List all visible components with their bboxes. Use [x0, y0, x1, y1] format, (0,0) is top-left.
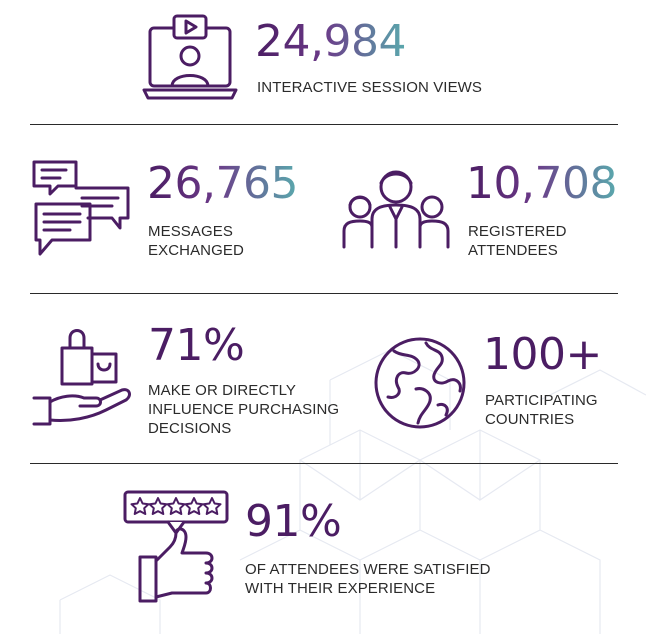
people-group-icon — [340, 165, 452, 249]
five-star-thumbs-up-icon — [122, 489, 230, 605]
messages-label-line2: EXCHANGED — [148, 242, 244, 259]
purchasing-label-line2: INFLUENCE PURCHASING — [148, 401, 340, 418]
attendees-label-line1: REGISTERED — [468, 223, 567, 240]
chat-bubbles-icon — [30, 158, 132, 260]
satisfaction-label-line2: WITH THEIR EXPERIENCE — [245, 580, 436, 597]
globe-icon — [372, 335, 468, 431]
divider-1 — [30, 124, 618, 125]
attendees-value: 10,708 — [466, 158, 617, 209]
session-views-value: 24,984 — [255, 16, 406, 67]
satisfaction-value: 91% — [245, 496, 342, 547]
messages-label-line1: MESSAGES — [148, 223, 233, 240]
messages-value: 26,765 — [147, 158, 298, 209]
shopping-hand-icon — [30, 322, 134, 426]
divider-2 — [30, 293, 618, 294]
video-session-icon — [142, 14, 238, 104]
countries-label-line1: PARTICIPATING — [485, 392, 598, 409]
countries-label-line2: COUNTRIES — [485, 411, 575, 428]
satisfaction-label-line1: OF ATTENDEES WERE SATISFIED — [245, 561, 491, 578]
purchasing-label-line1: MAKE OR DIRECTLY — [148, 382, 297, 399]
purchasing-label-line3: DECISIONS — [148, 420, 232, 437]
countries-value: 100+ — [483, 329, 602, 380]
purchasing-value: 71% — [148, 320, 245, 371]
session-views-label: INTERACTIVE SESSION VIEWS — [257, 79, 483, 96]
divider-3 — [30, 463, 618, 464]
attendees-label-line2: ATTENDEES — [468, 242, 558, 259]
